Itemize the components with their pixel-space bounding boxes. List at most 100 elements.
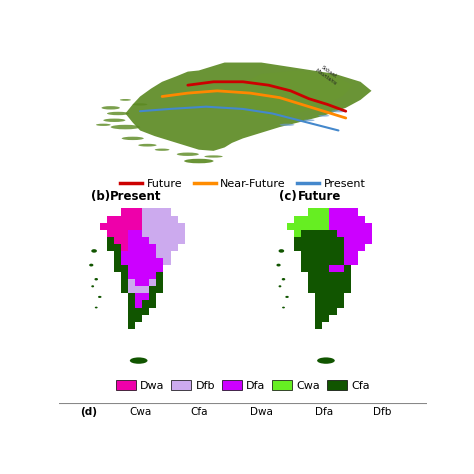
Bar [156, 286, 164, 293]
Ellipse shape [303, 119, 315, 121]
Bar [178, 230, 185, 237]
Bar [121, 258, 128, 265]
Bar [358, 244, 365, 251]
Bar [329, 286, 337, 293]
Bar [121, 216, 128, 223]
Bar [294, 237, 301, 244]
Bar [315, 265, 322, 272]
Bar [135, 301, 142, 308]
Bar [156, 244, 164, 251]
Bar [114, 244, 121, 251]
Bar [308, 286, 315, 293]
Ellipse shape [89, 264, 93, 266]
Bar [135, 258, 142, 265]
Bar [315, 230, 322, 237]
Bar [142, 209, 149, 216]
Bar [322, 272, 329, 279]
Bar [344, 209, 351, 216]
Bar [301, 216, 308, 223]
Bar [128, 230, 135, 237]
Bar [178, 223, 185, 230]
Ellipse shape [138, 144, 156, 146]
Bar [164, 230, 171, 237]
Bar [358, 230, 365, 237]
Bar [322, 244, 329, 251]
Bar [322, 230, 329, 237]
Bar [308, 258, 315, 265]
Bar [344, 223, 351, 230]
Bar [149, 258, 156, 265]
Bar [329, 230, 337, 237]
Bar [107, 244, 114, 251]
Legend: Future, Near-Future, Present: Future, Near-Future, Present [116, 174, 370, 193]
Bar [329, 209, 337, 216]
Bar [301, 251, 308, 258]
Text: Present: Present [110, 190, 162, 203]
Bar [149, 251, 156, 258]
Bar [287, 223, 294, 230]
Bar [351, 244, 358, 251]
Bar [358, 216, 365, 223]
Bar [128, 209, 135, 216]
Bar [114, 251, 121, 258]
Text: (c): (c) [279, 190, 296, 203]
Bar [351, 251, 358, 258]
Ellipse shape [282, 307, 285, 309]
Ellipse shape [130, 357, 147, 364]
Bar [107, 223, 114, 230]
Bar [308, 251, 315, 258]
Bar [344, 265, 351, 272]
Bar [156, 258, 164, 265]
Bar [149, 244, 156, 251]
Bar [329, 251, 337, 258]
Bar [337, 244, 344, 251]
Bar [156, 216, 164, 223]
Bar [121, 279, 128, 286]
Bar [128, 315, 135, 322]
Bar [121, 265, 128, 272]
Text: Dfb: Dfb [374, 408, 392, 418]
Bar [329, 216, 337, 223]
Ellipse shape [122, 137, 144, 140]
Bar [337, 265, 344, 272]
Bar [344, 230, 351, 237]
Bar [315, 286, 322, 293]
Bar [164, 223, 171, 230]
Bar [149, 272, 156, 279]
Text: Cfa: Cfa [190, 408, 208, 418]
Bar [301, 265, 308, 272]
Bar [301, 223, 308, 230]
Bar [135, 230, 142, 237]
Ellipse shape [98, 296, 101, 298]
Ellipse shape [101, 106, 120, 109]
Bar [322, 258, 329, 265]
Legend: Dwa, Dfb, Dfa, Cwa, Cfa: Dwa, Dfb, Dfa, Cwa, Cfa [111, 375, 374, 395]
Ellipse shape [133, 103, 147, 106]
Bar [142, 223, 149, 230]
Bar [135, 272, 142, 279]
Ellipse shape [282, 278, 285, 281]
Bar [171, 216, 178, 223]
Bar [156, 223, 164, 230]
Bar [315, 251, 322, 258]
Bar [308, 265, 315, 272]
Bar [315, 301, 322, 308]
Bar [308, 223, 315, 230]
Bar [128, 251, 135, 258]
Bar [171, 230, 178, 237]
Bar [337, 279, 344, 286]
Bar [315, 279, 322, 286]
Bar [337, 209, 344, 216]
Bar [142, 279, 149, 286]
Bar [156, 279, 164, 286]
Ellipse shape [177, 153, 199, 156]
Bar [301, 258, 308, 265]
Bar [135, 293, 142, 301]
Bar [329, 279, 337, 286]
Bar [164, 209, 171, 216]
Bar [114, 230, 121, 237]
Bar [135, 237, 142, 244]
Bar [329, 223, 337, 230]
Ellipse shape [94, 278, 98, 281]
Ellipse shape [184, 159, 213, 164]
